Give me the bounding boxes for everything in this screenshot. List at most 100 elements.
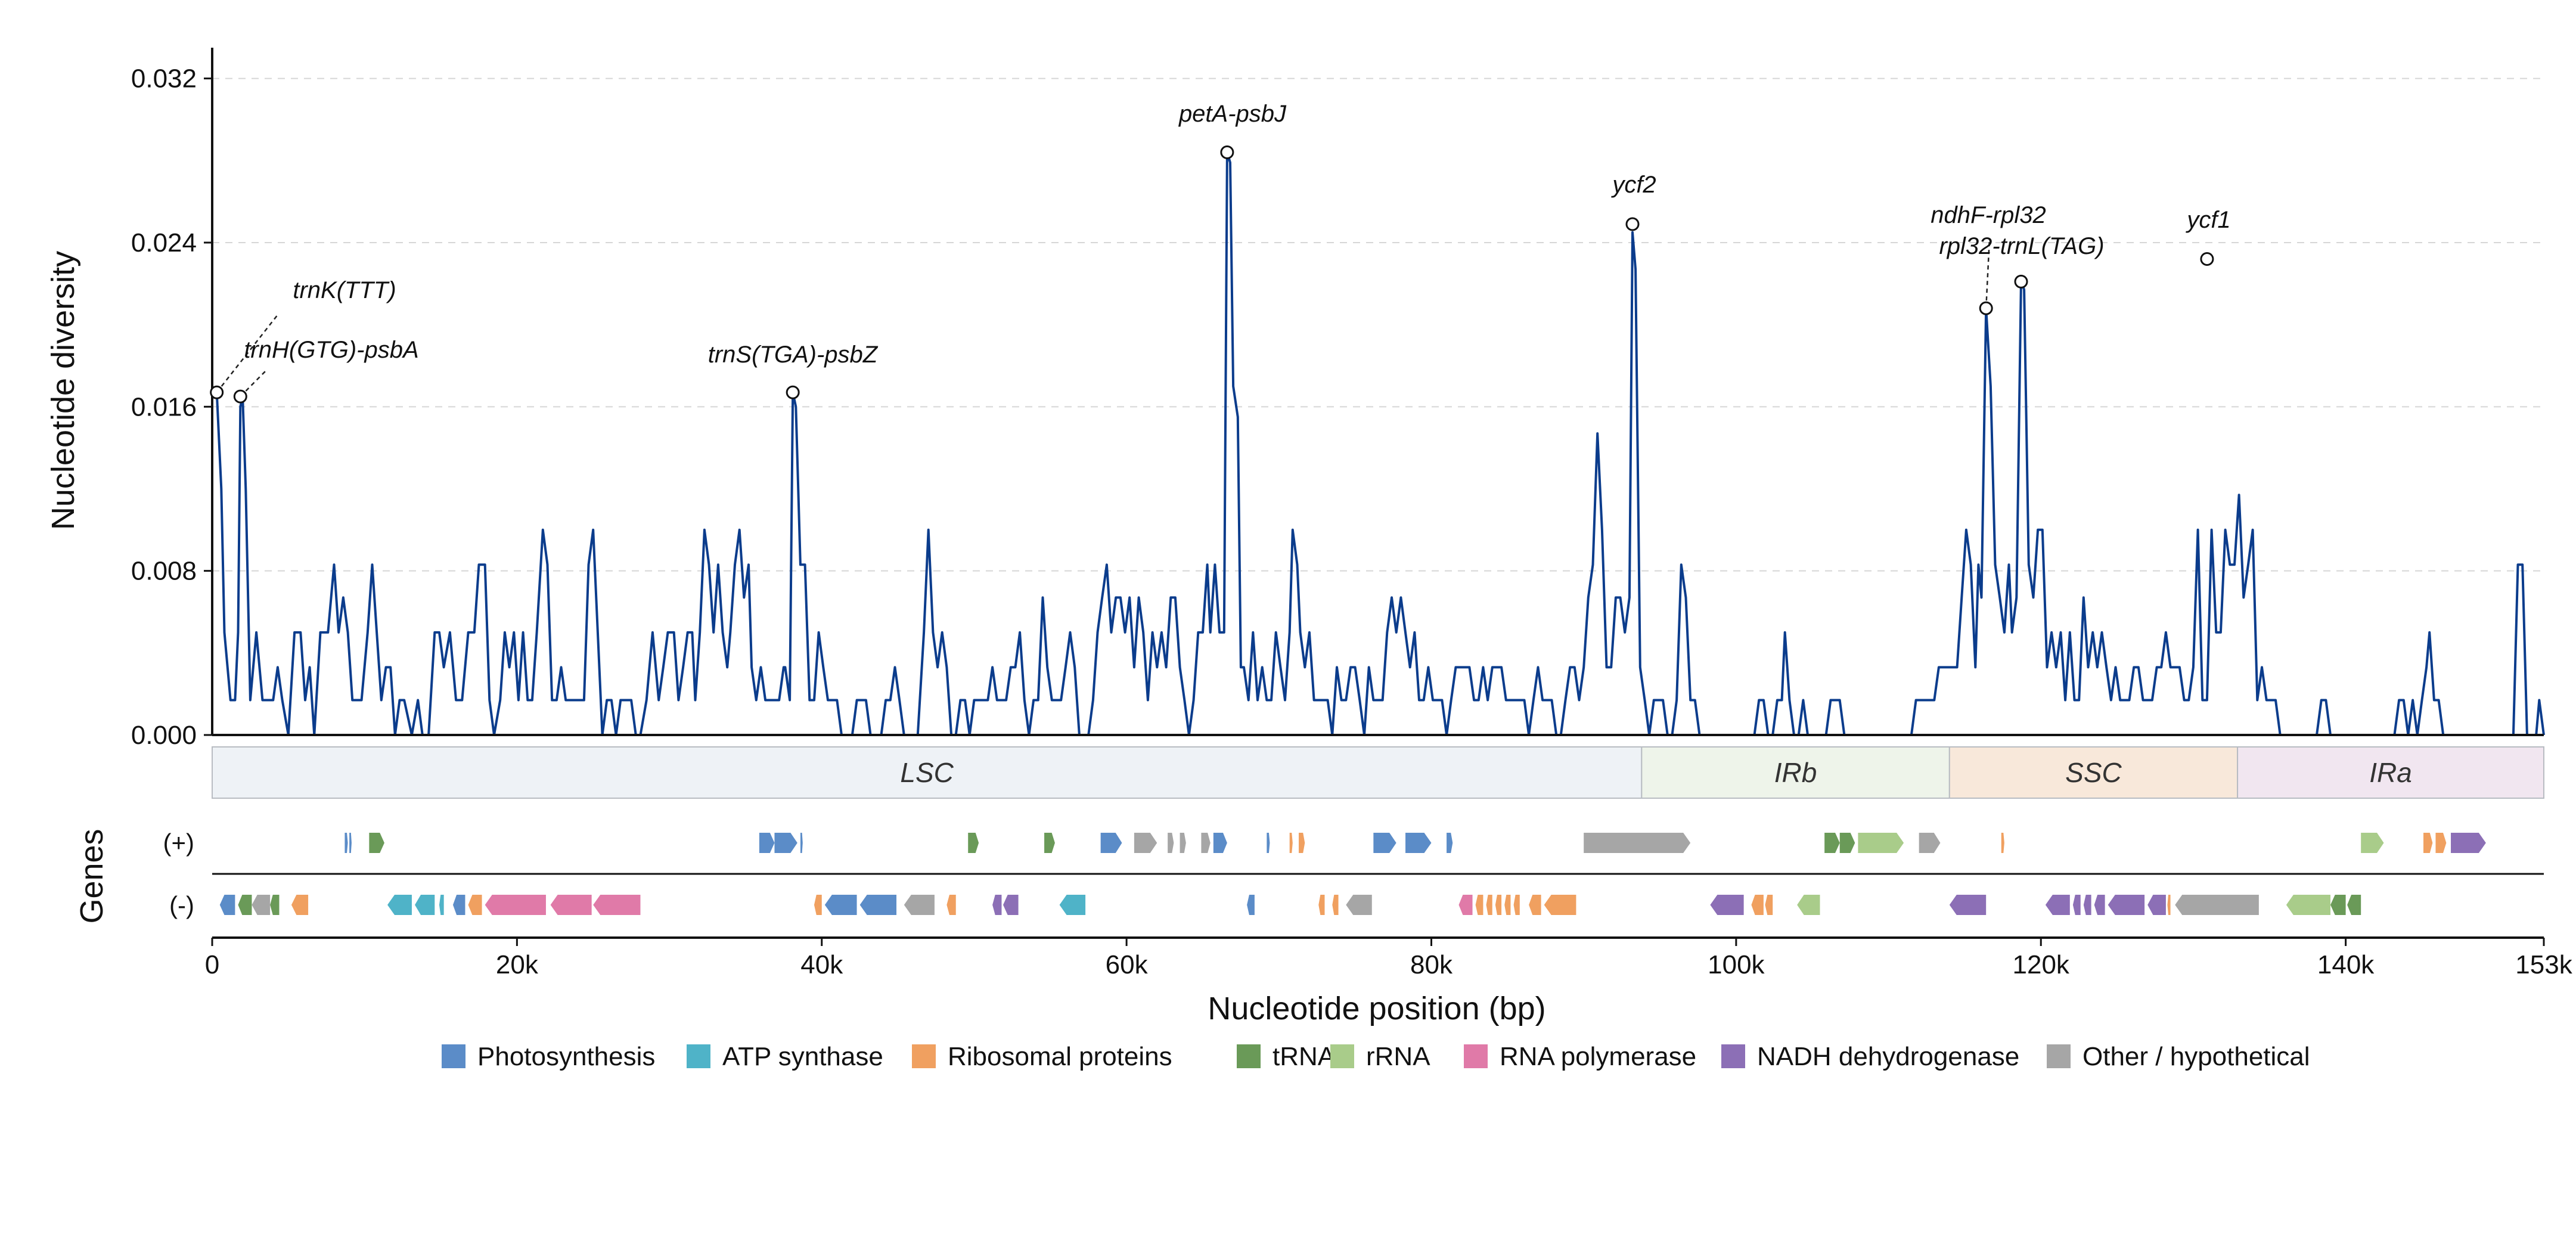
plus-strand-gene [2451,833,2486,853]
y-axis-title: Nucleotide diversity [45,251,81,530]
y-tick-labels: 0.000 0.008 0.016 0.024 0.032 [131,64,197,750]
minus-strand-gene [219,895,235,915]
y-tick-label: 0.016 [131,392,197,421]
legend-swatch [1330,1044,1354,1068]
diversity-series-line [215,151,2545,736]
region-bar: LSC IRb SSC IRa [212,746,2544,799]
minus-strand-gene [2347,895,2361,915]
minus-strand-gene [2108,895,2145,915]
minus-strand-gene [1475,895,1483,915]
region-label: SSC [2065,757,2122,788]
minus-strand-gene [1059,895,1086,915]
x-tick-label: 40k [800,950,843,979]
legend-swatch [1464,1044,1488,1068]
region-segment [1948,746,2239,799]
plus-strand-gene [1168,833,1174,853]
x-tick-labels: 0 20k 40k 60k 80k 100k 120k 140k 153k [205,936,2573,979]
strand-label-minus: (-) [169,891,194,919]
peak-marker [786,385,800,399]
minus-strand-gene [252,895,271,915]
minus-strand-gene [2083,895,2091,915]
plus-strand-gene [1044,833,1055,853]
minus-strand-gene [452,895,465,915]
legend-swatch [442,1044,465,1068]
minus-strand-gene [291,895,309,915]
plus-strand-gene [1267,833,1270,853]
legend-label: tRNA [1273,1042,1336,1071]
x-tick-label: 0 [205,950,219,979]
minus-strand-gene [1513,895,1520,915]
minus-strand-gene [1247,895,1255,915]
peak-annotations: trnK(TTT) trnH(GTG)-psbA trnS(TGA)-psbZ pet… [210,101,2231,404]
plus-strand-gene [759,833,775,853]
peak-label: ycf2 [1610,172,1656,198]
plus-strand-gene [800,833,803,853]
peak-marker [233,389,247,404]
plus-strand-gene [1824,833,1840,853]
plus-strand-gene [1299,833,1305,853]
plus-strand-gene [369,833,384,853]
genes-axis-label: Genes [74,829,110,923]
peak-label: trnH(GTG)-psbA [244,337,418,363]
legend-swatch [687,1044,710,1068]
minus-strand-gene [814,895,822,915]
minus-strand-gene [2094,895,2105,915]
minus-strand-gene [1765,895,1773,915]
y-tick-label: 0.024 [131,228,197,258]
minus-strand-gene [1332,895,1339,915]
plus-strand-gene [1405,833,1432,853]
minus-strand-gene [1458,895,1473,915]
plus-strand-gene [1201,833,1211,853]
minus-strand-gene [439,895,444,915]
region-label: LSC [900,757,954,788]
peak-marker [1220,145,1234,160]
minus-strand-gene [2147,895,2166,915]
minus-strand-gene [2167,895,2171,915]
legend-label: Ribosomal proteins [948,1042,1172,1071]
minus-strand-gene [1318,895,1325,915]
legend-label: Photosynthesis [477,1042,655,1071]
minus-strand-gene [1495,895,1502,915]
gene-tracks [212,833,2544,915]
minus-strand-gene [904,895,935,915]
plus-strand-gene [344,833,348,853]
legend-label: NADH dehydrogenase [1757,1042,2019,1071]
y-tick-label: 0.000 [131,721,197,750]
legend-label: RNA polymerase [1500,1042,1696,1071]
peak-label: trnS(TGA)-psbZ [708,342,879,368]
minus-strand-gene [485,895,546,915]
legend-label: ATP synthase [722,1042,883,1071]
region-segment [1641,746,1950,799]
plus-strand-gene [1373,833,1396,853]
plus-strand-gene [349,833,352,853]
minus-strand-gene [1346,895,1372,915]
y-tick-label: 0.032 [131,64,197,94]
minus-strand-gene [387,895,412,915]
minus-strand-gene [1486,895,1492,915]
plus-strand-gene [774,833,797,853]
minus-strand-gene [824,895,857,915]
peak-marker [210,385,224,399]
legend-swatch [1237,1044,1261,1068]
region-segment [2237,746,2544,799]
peak-marker [1625,217,1640,231]
plus-strand-gene [2423,833,2433,853]
x-tick-label: 60k [1106,950,1149,979]
plus-strand-gene [1213,833,1227,853]
minus-strand-gene [1544,895,1576,915]
plus-strand-gene [1447,833,1453,853]
legend-swatch [912,1044,936,1068]
minus-strand-gene [1710,895,1744,915]
region-label: IRb [1774,757,1817,788]
minus-strand-gene [946,895,956,915]
minus-strand-gene [593,895,641,915]
plus-strand-gene [1919,833,1941,853]
legend-label: rRNA [1366,1042,1430,1071]
minus-strand-gene [992,895,1002,915]
plus-strand-gene [1839,833,1855,853]
peak-marker [1979,301,1993,315]
minus-strand-gene [238,895,252,915]
plus-strand-gene [2361,833,2384,853]
peak-label: ycf1 [2185,207,2230,233]
x-axis-title: Nucleotide position (bp) [1208,991,1545,1026]
